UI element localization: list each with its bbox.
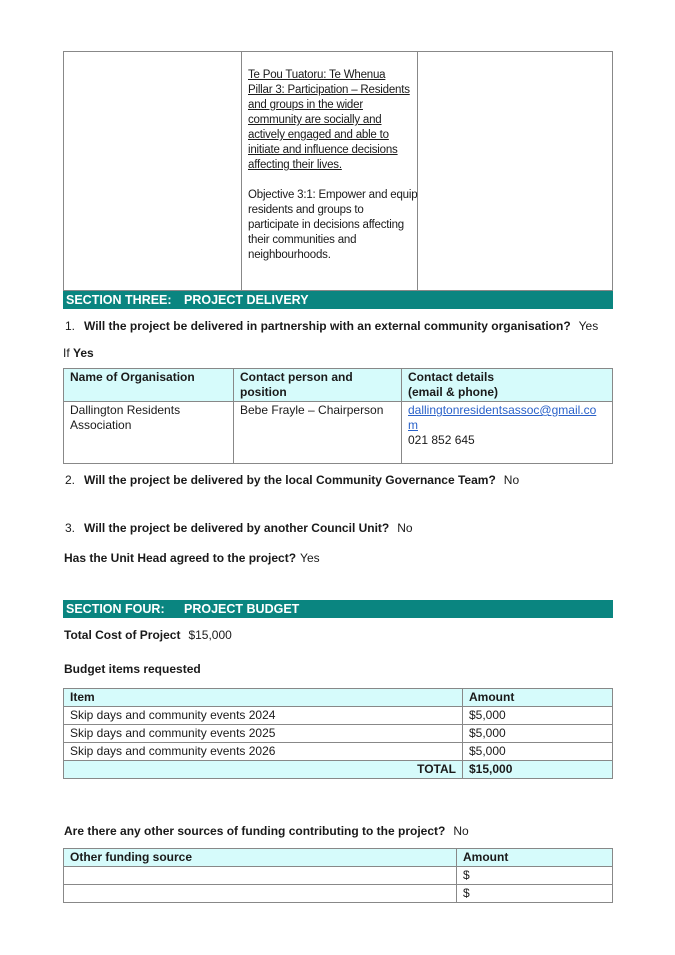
table-row: Skip days and community events 2024 $5,00… — [63, 706, 613, 725]
amount-cell: $ — [456, 884, 613, 903]
total-row: TOTAL $15,000 — [63, 760, 613, 779]
line: Pillar 3: Participation – Residents — [248, 84, 410, 96]
section-three-bar: SECTION THREE: PROJECT DELIVERY — [63, 291, 613, 309]
source-cell — [63, 866, 457, 885]
budget-table: Item Amount Skip days and community event… — [63, 688, 613, 779]
empty-cell — [63, 51, 242, 291]
strategy-table: Te Pou Tuatoru: Te Whenua Pillar 3: Part… — [63, 51, 613, 291]
q1-text: Will the project be delivered in partner… — [84, 319, 571, 333]
yes-word: Yes — [73, 346, 94, 360]
person-cell: Bebe Frayle – Chairperson — [233, 401, 402, 464]
header-cell: Other funding source — [63, 848, 457, 867]
table-row: $ — [63, 866, 613, 885]
header-cell: Contact details (email & phone) — [401, 368, 613, 402]
header-row: Item Amount — [63, 688, 613, 707]
header-row: Other funding source Amount — [63, 848, 613, 867]
phone: 021 852 645 — [408, 433, 475, 447]
q1-row: 1. Will the project be delivered in partn… — [63, 319, 613, 334]
amount-cell: $5,000 — [462, 724, 613, 743]
if-yes-label: If Yes — [63, 346, 613, 361]
empty-cell — [417, 51, 613, 291]
q3-text: Will the project be delivered by another… — [84, 521, 390, 535]
q3-number: 3. — [65, 521, 76, 535]
contact-cell: dallingtonresidentsassoc@gmail.com 021 85… — [401, 401, 613, 464]
line: actively engaged and able to — [248, 129, 389, 141]
table-row: Skip days and community events 2026 $5,00… — [63, 742, 613, 761]
q3-answer: No — [397, 521, 413, 535]
header-line: (email & phone) — [408, 385, 499, 399]
table-row: Skip days and community events 2025 $5,00… — [63, 724, 613, 743]
amount-cell: $5,000 — [462, 742, 613, 761]
header-cell: Amount — [456, 848, 613, 867]
email-link[interactable]: dallingtonresidentsassoc@gmail.com — [408, 403, 597, 432]
other-sources-question: Are there any other sources of funding c… — [64, 824, 446, 838]
q2-answer: No — [503, 473, 520, 487]
line: Dallington Residents — [70, 403, 181, 417]
if-prefix: If — [63, 346, 74, 360]
table-row: Dallington Residents Association Bebe Fra… — [63, 401, 613, 464]
q2-row: 2. Will the project be delivered by the l… — [63, 473, 613, 488]
q2-number: 2. — [65, 473, 76, 487]
q2-text: Will the project be delivered by the loc… — [84, 473, 496, 487]
budget-heading: Budget items requested — [64, 662, 201, 676]
org-cell: Dallington Residents Association — [63, 401, 234, 464]
objective-text: Objective 3:1: Empower and equip residen… — [248, 188, 418, 263]
header-cell: Name of Organisation — [63, 368, 234, 402]
section-title: PROJECT BUDGET — [184, 602, 300, 616]
line: Association — [70, 418, 132, 432]
line: affecting their lives. — [248, 159, 342, 171]
unit-head-answer: Yes — [300, 551, 320, 565]
q1-number: 1. — [65, 319, 76, 333]
header-cell: Contact person and position — [233, 368, 402, 402]
other-sources-answer: No — [453, 824, 469, 838]
section-four-bar: SECTION FOUR: PROJECT BUDGET — [63, 600, 613, 618]
total-value: $15,000 — [462, 760, 613, 779]
total-label: TOTAL — [63, 760, 463, 779]
unit-head-row: Has the Unit Head agreed to the project?… — [63, 551, 613, 566]
item-cell: Skip days and community events 2026 — [63, 742, 463, 761]
line: initiate and influence decisions — [248, 144, 398, 156]
other-sources-row: Are there any other sources of funding c… — [63, 824, 613, 839]
q3-row: 3. Will the project be delivered by anoth… — [63, 521, 613, 536]
line: residents and groups to — [248, 204, 364, 216]
line: community are socially and — [248, 114, 382, 126]
contact-table: Name of Organisation Contact person and … — [63, 368, 613, 464]
total-cost-row: Total Cost of Project $15,000 — [63, 628, 613, 643]
unit-head-question: Has the Unit Head agreed to the project? — [64, 551, 297, 565]
line: neighbourhoods. — [248, 249, 331, 261]
header-row: Name of Organisation Contact person and … — [63, 368, 613, 402]
section-label: SECTION THREE: — [66, 293, 172, 307]
total-cost-value: $15,000 — [188, 628, 232, 642]
amount-cell: $5,000 — [462, 706, 613, 725]
pillar-text: Te Pou Tuatoru: Te Whenua Pillar 3: Part… — [248, 68, 411, 173]
item-cell: Skip days and community events 2025 — [63, 724, 463, 743]
line: their communities and — [248, 234, 357, 246]
header-cell: Item — [63, 688, 463, 707]
header-line: Contact details — [408, 370, 495, 384]
q1-answer: Yes — [578, 319, 599, 333]
section-label: SECTION FOUR: — [66, 602, 165, 616]
line: participate in decisions affecting — [248, 219, 405, 231]
table-row: $ — [63, 884, 613, 903]
amount-cell: $ — [456, 866, 613, 885]
other-funding-table: Other funding source Amount $ $ — [63, 848, 613, 903]
header-cell: Amount — [462, 688, 613, 707]
total-cost-label: Total Cost of Project — [64, 628, 181, 642]
source-cell — [63, 884, 457, 903]
line: Objective 3:1: Empower and equip — [248, 189, 418, 201]
section-title: PROJECT DELIVERY — [184, 293, 309, 307]
strategy-cell: Te Pou Tuatoru: Te Whenua Pillar 3: Part… — [241, 51, 418, 291]
document-body: Te Pou Tuatoru: Te Whenua Pillar 3: Part… — [63, 51, 613, 903]
line: Te Pou Tuatoru: Te Whenua — [248, 69, 386, 81]
item-cell: Skip days and community events 2024 — [63, 706, 463, 725]
line: and groups in the wider — [248, 99, 363, 111]
